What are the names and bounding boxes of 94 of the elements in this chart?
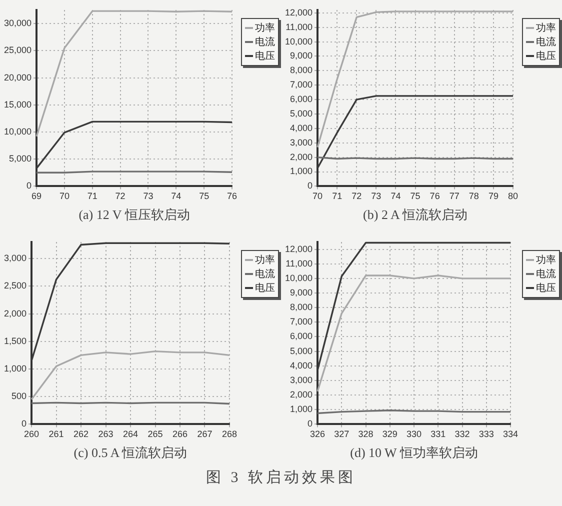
y-tick-label: 3,000 — [4, 253, 27, 264]
y-tick-label: 30,000 — [4, 18, 32, 28]
x-tick-label: 260 — [24, 429, 40, 440]
x-tick-label: 79 — [488, 191, 498, 202]
x-tick-label: 330 — [406, 429, 422, 440]
x-tick-label: 70 — [312, 191, 323, 202]
x-tick-label: 329 — [382, 429, 398, 440]
y-tick-label: 9,000 — [290, 288, 313, 298]
y-tick-label: 10,000 — [4, 126, 32, 136]
y-tick-label: 0 — [22, 418, 27, 429]
y-tick-label: 1,500 — [4, 336, 27, 346]
x-tick-label: 327 — [334, 429, 350, 440]
x-tick-label: 72 — [352, 191, 362, 202]
x-tick-label: 74 — [171, 191, 182, 202]
x-tick-label: 75 — [199, 191, 210, 202]
x-tick-label: 73 — [371, 191, 382, 202]
x-tick-label: 333 — [478, 429, 494, 440]
y-tick-label: 3,000 — [290, 137, 313, 148]
y-tick-label: 6,000 — [290, 331, 313, 342]
x-tick-label: 80 — [508, 191, 518, 202]
y-tick-label: 12,000 — [284, 7, 313, 18]
y-tick-label: 4,000 — [290, 122, 313, 133]
y-tick-label: 5,000 — [290, 346, 313, 356]
y-tick-label: 5,000 — [8, 154, 32, 164]
x-tick-label: 71 — [332, 191, 342, 202]
legend-label: 电压 — [536, 282, 556, 295]
legend-label: 电压 — [255, 50, 275, 63]
legend-label: 电压 — [536, 50, 556, 63]
y-tick-label: 10,000 — [284, 36, 313, 46]
y-tick-label: 11,000 — [286, 258, 313, 268]
x-tick-label: 73 — [143, 191, 154, 202]
x-tick-label: 331 — [430, 429, 446, 440]
y-tick-label: 7,000 — [290, 316, 313, 327]
y-tick-label: 0 — [308, 180, 313, 191]
x-tick-label: 268 — [222, 429, 238, 440]
x-tick-label: 261 — [48, 429, 64, 440]
y-tick-label: 9,000 — [290, 50, 313, 61]
y-tick-label: 15,000 — [4, 99, 32, 110]
x-tick-label: 72 — [115, 191, 126, 202]
y-tick-label: 1,000 — [4, 363, 27, 374]
x-tick-label: 328 — [358, 429, 374, 440]
y-tick-label: 0 — [308, 418, 313, 429]
y-tick-label: 5,000 — [290, 108, 313, 118]
y-tick-label: 1,000 — [290, 166, 313, 176]
x-tick-label: 332 — [454, 429, 470, 440]
x-tick-label: 69 — [32, 191, 42, 202]
legend-label: 电流 — [255, 268, 275, 281]
y-tick-label: 500 — [11, 391, 27, 402]
legend-label: 功率 — [255, 254, 275, 267]
y-tick-label: 0 — [26, 180, 32, 191]
y-tick-label: 10,000 — [284, 272, 313, 283]
y-tick-label: 7,000 — [290, 80, 313, 90]
x-tick-label: 71 — [87, 191, 98, 202]
y-tick-label: 2,000 — [4, 308, 27, 318]
x-tick-label: 326 — [310, 429, 326, 440]
x-tick-label: 334 — [502, 429, 518, 440]
legend-label: 功率 — [255, 22, 275, 35]
y-tick-label: 11,000 — [286, 22, 313, 32]
y-tick-label: 6,000 — [290, 94, 313, 104]
y-tick-label: 2,000 — [290, 152, 313, 162]
x-tick-label: 267 — [197, 429, 212, 440]
y-tick-label: 20,000 — [4, 72, 32, 82]
legend-label: 电流 — [536, 36, 556, 49]
x-tick-label: 262 — [74, 429, 89, 440]
y-tick-label: 12,000 — [284, 244, 313, 254]
legend-label: 功率 — [536, 22, 556, 35]
y-tick-label: 2,000 — [290, 390, 313, 400]
y-tick-label: 3,000 — [290, 374, 313, 385]
x-tick-label: 77 — [449, 191, 460, 202]
y-tick-label: 8,000 — [290, 65, 313, 76]
y-tick-label: 8,000 — [290, 302, 313, 312]
x-tick-label: 76 — [226, 191, 237, 202]
text: (b) 2 A 恒流软启动 — [362, 206, 468, 224]
y-tick-label: 25,000 — [4, 45, 32, 56]
y-tick-label: 4,000 — [290, 360, 313, 370]
x-tick-label: 74 — [390, 191, 401, 202]
x-tick-label: 75 — [410, 191, 420, 202]
caption: 图 3 软启动效果图 — [205, 468, 357, 487]
legend-label: 电流 — [536, 268, 556, 281]
legend-label: 电流 — [255, 36, 275, 49]
x-tick-label: 265 — [148, 429, 163, 440]
y-tick-label: 2,500 — [4, 280, 27, 291]
x-tick-label: 264 — [122, 429, 138, 440]
x-tick-label: 263 — [98, 429, 114, 440]
text: (c) 0.5 A 恒流软启动 — [72, 444, 188, 462]
legend-label: 电压 — [255, 282, 275, 295]
x-tick-label: 266 — [172, 429, 188, 440]
x-tick-label: 78 — [468, 191, 479, 202]
text: (d) 10 W 恒功率软启动 — [349, 444, 479, 462]
y-tick-label: 1,000 — [290, 404, 313, 414]
legend-label: 功率 — [536, 254, 556, 267]
text: (a) 12 V 恒压软启动 — [78, 206, 191, 224]
x-tick-label: 76 — [430, 191, 440, 202]
x-tick-label: 70 — [59, 191, 70, 202]
